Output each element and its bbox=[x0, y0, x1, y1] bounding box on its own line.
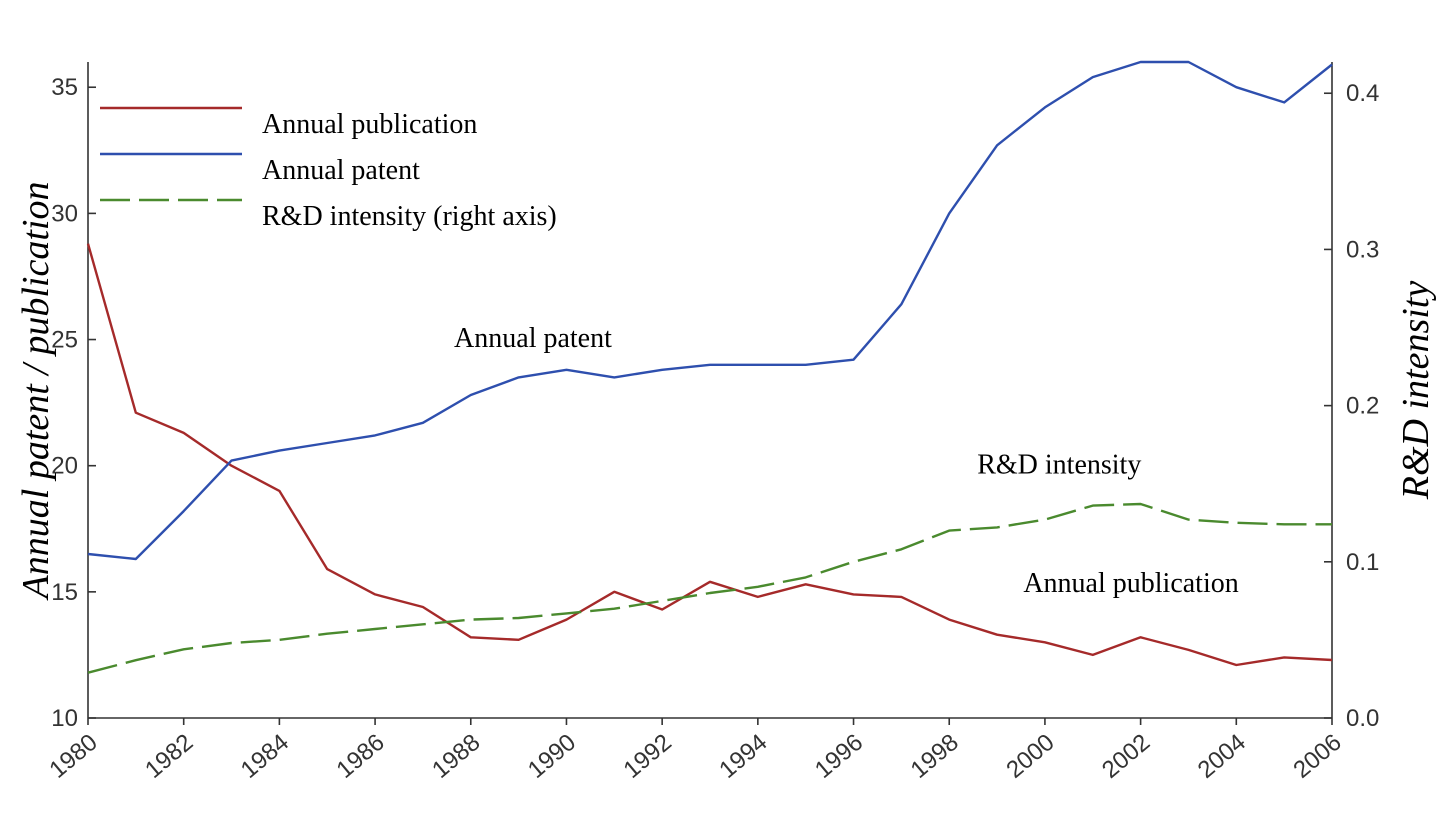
x-tick-label: 1984 bbox=[236, 729, 294, 784]
x-tick-label: 2002 bbox=[1097, 729, 1155, 784]
right-y-tick-label: 0.3 bbox=[1346, 236, 1379, 263]
x-tick-label: 1998 bbox=[906, 729, 964, 784]
x-tick-label: 1980 bbox=[44, 729, 102, 784]
legend-label: Annual publication bbox=[262, 109, 477, 140]
series-line-r-d-intensity-right-axis bbox=[87, 502, 1332, 674]
x-tick-label: 2004 bbox=[1193, 729, 1251, 784]
x-tick-label: 1982 bbox=[140, 729, 198, 784]
series-line-annual-publication bbox=[86, 243, 1333, 667]
x-tick-label: 1988 bbox=[427, 729, 485, 784]
x-tick-label: 1996 bbox=[810, 729, 868, 784]
right-y-tick-label: 0.2 bbox=[1346, 393, 1379, 420]
legend: Annual publication Annual patent R&D inten… bbox=[100, 106, 557, 232]
legend-label: Annual patent bbox=[262, 155, 420, 186]
left-y-tick-label: 35 bbox=[51, 74, 78, 101]
x-tick-label: 2000 bbox=[1001, 729, 1059, 784]
axes bbox=[87, 62, 1333, 719]
right-y-axis-title: R&D intensity bbox=[1395, 281, 1437, 501]
series-group bbox=[86, 60, 1333, 674]
left-y-axis-title: Annual patent / publication bbox=[15, 182, 57, 602]
right-y-tick-label: 0.0 bbox=[1346, 705, 1379, 732]
left-y-axis-ticks: 10 15 20 25 30 35 bbox=[51, 74, 96, 732]
x-axis-ticks: 1980 1982 1984 1986 1988 1990 1992 1994 1996 1998… bbox=[44, 718, 1347, 784]
series-line-annual-patent bbox=[87, 60, 1333, 561]
annotation-r-d-intensity: R&D intensity bbox=[977, 449, 1141, 480]
left-y-tick-label: 10 bbox=[51, 705, 78, 732]
x-tick-label: 1990 bbox=[523, 729, 581, 784]
x-tick-label: 1992 bbox=[619, 729, 677, 784]
x-tick-label: 2006 bbox=[1288, 729, 1346, 784]
annotation-annual-publication: Annual publication bbox=[1023, 568, 1238, 599]
left-y-tick-label: 15 bbox=[51, 579, 78, 606]
left-y-tick-label: 25 bbox=[51, 327, 78, 354]
x-tick-label: 1986 bbox=[331, 729, 389, 784]
annotation-annual-patent: Annual patent bbox=[454, 323, 612, 354]
left-y-tick-label: 30 bbox=[51, 200, 78, 227]
right-y-axis-ticks: 0.0 0.1 0.2 0.3 0.4 bbox=[1324, 80, 1379, 732]
annotations: Annual patent R&D intensity Annual publica… bbox=[454, 323, 1239, 599]
legend-label: R&D intensity (right axis) bbox=[262, 201, 557, 232]
right-y-tick-label: 0.1 bbox=[1346, 549, 1379, 576]
left-y-tick-label: 20 bbox=[51, 453, 78, 480]
x-tick-label: 1994 bbox=[714, 729, 772, 784]
right-y-tick-label: 0.4 bbox=[1346, 80, 1379, 107]
